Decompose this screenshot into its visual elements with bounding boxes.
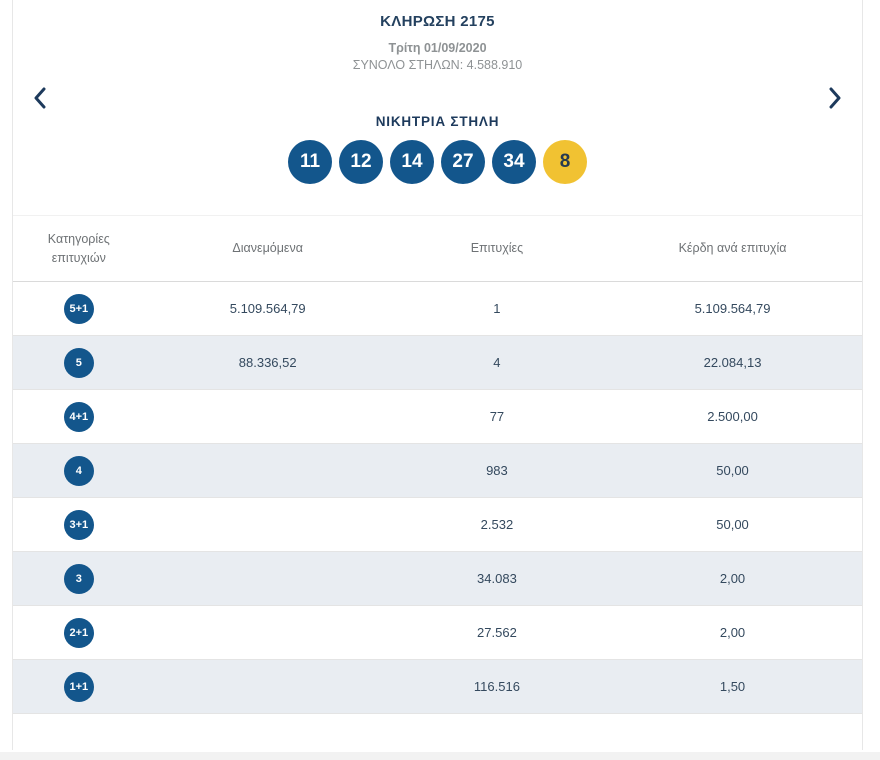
distributed-cell [144,605,391,660]
winners-cell: 77 [390,389,604,444]
previous-draw-button[interactable] [27,86,53,114]
table-row: 4 983 50,00 [13,443,862,498]
category-cell: 5+1 [13,282,145,336]
total-columns: ΣΥΝΟΛΟ ΣΤΗΛΩΝ: 4.588.910 [352,58,523,72]
draw-results-card: ΚΛΗΡΩΣΗ 2175 Τρίτη 01/09/2020 ΣΥΝΟΛΟ ΣΤΗ… [12,0,863,750]
header-category: Κατηγορίες επιτυχιών [13,215,145,282]
distributed-cell [144,497,391,552]
category-cell: 2+1 [13,605,145,660]
next-draw-button[interactable] [822,86,848,114]
category-cell: 5 [13,335,145,390]
distributed-cell: 88.336,52 [144,335,391,390]
table-row: 1+1 116.516 1,50 [13,659,862,714]
distributed-cell: 5.109.564,79 [229,301,306,316]
winning-column-heading: ΝΙΚΗΤΡΙΑ ΣΤΗΛΗ [375,114,500,129]
category-badge: 1+1 [63,671,94,702]
prize-cell: 50,00 [603,443,862,498]
winners-cell: 2.532 [390,497,604,552]
draw-date: Τρίτη 01/09/2020 [388,41,487,55]
distributed-cell [144,551,391,606]
winning-number-ball: 27 [441,140,485,184]
prize-table: Κατηγορίες επιτυχιών Διανεμόμενα Επιτυχί… [13,215,862,714]
table-row: 4+1 77 2.500,00 [13,389,862,444]
category-cell: 4+1 [13,389,145,444]
prize-cell: 2,00 [603,551,862,606]
winning-numbers: 11 12 14 27 34 8 [13,140,862,184]
table-row: 5 88.336,52 4 22.084,13 [13,335,862,390]
category-cell: 4 [13,443,145,498]
category-cell: 1+1 [13,659,145,714]
table-row: 2+1 27.562 2,00 [13,605,862,660]
prize-cell: 22.084,13 [603,335,862,390]
category-badge: 3 [63,563,94,594]
prize-cell: 1,50 [603,659,862,714]
category-badge: 5 [63,347,94,378]
prize-cell: 2.500,00 [603,389,862,444]
distributed-cell [144,389,391,444]
winning-number-ball: 34 [492,140,536,184]
distributed-cell [144,659,391,714]
winners-cell: 4 [390,335,604,390]
chevron-right-icon [828,87,842,114]
winners-cell: 34.083 [390,551,604,606]
winners-cell: 1 [493,301,501,316]
header-prize: Κέρδη ανά επιτυχία [603,215,862,282]
category-badge: 5+1 [63,293,94,324]
category-badge: 2+1 [63,617,94,648]
table-row: 3 34.083 2,00 [13,551,862,606]
prize-cell: 5.109.564,79 [694,301,771,316]
winners-cell: 983 [390,443,604,498]
prize-cell: 2,00 [603,605,862,660]
prize-cell: 50,00 [603,497,862,552]
draw-title: ΚΛΗΡΩΣΗ 2175 [380,13,495,30]
prize-table-header-row: Κατηγορίες επιτυχιών Διανεμόμενα Επιτυχί… [13,215,862,282]
header-distributed: Διανεμόμενα [144,215,391,282]
winning-number-ball: 14 [390,140,434,184]
chevron-left-icon [33,87,47,114]
winning-number-ball: 12 [339,140,383,184]
table-row: 3+1 2.532 50,00 [13,497,862,552]
header-winners: Επιτυχίες [390,215,604,282]
category-badge: 3+1 [63,509,94,540]
category-cell: 3 [13,551,145,606]
category-badge: 4 [63,455,94,486]
bonus-number-ball: 8 [543,140,587,184]
page-bottom-edge [0,752,880,760]
distributed-cell [144,443,391,498]
category-cell: 3+1 [13,497,145,552]
table-row: 5+1 5.109.564,79 1 5.109.564,79 [13,282,862,336]
winners-cell: 116.516 [390,659,604,714]
category-badge: 4+1 [63,401,94,432]
winning-number-ball: 11 [288,140,332,184]
winners-cell: 27.562 [390,605,604,660]
